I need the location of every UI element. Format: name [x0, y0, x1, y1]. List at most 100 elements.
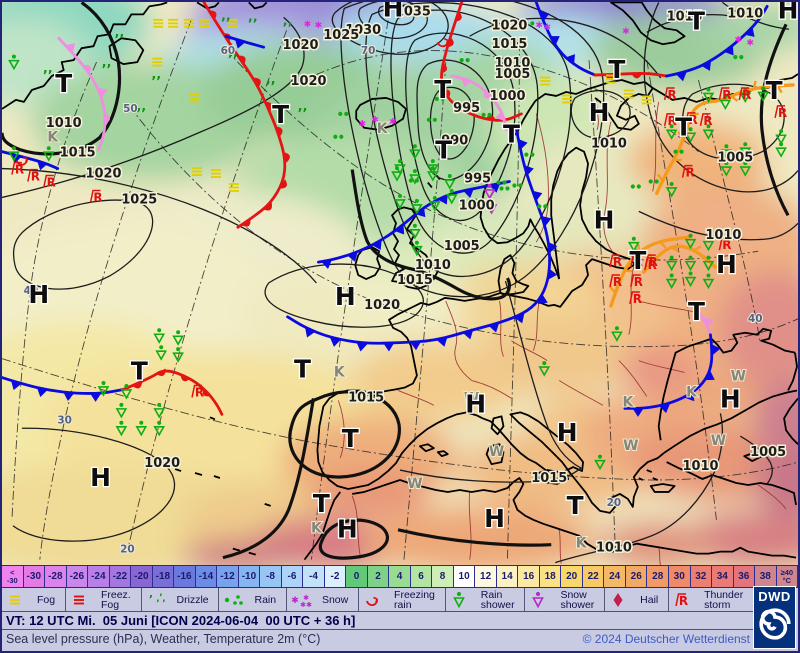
cold-front	[623, 333, 714, 410]
dwd-logo-text: DWD	[758, 589, 791, 604]
svg-text:1015: 1015	[667, 9, 703, 24]
symbol-legend: Fog Freez. Fog’’’’ Drizzle Rain ✱ ✱ ✱ ✱ Snow Freez…	[2, 588, 755, 612]
svg-text:T: T	[313, 489, 330, 518]
svg-text:T: T	[688, 6, 705, 35]
thunderstorm-icon: R	[629, 291, 642, 306]
svg-text:H: H	[716, 250, 737, 279]
svg-text:H: H	[589, 98, 610, 127]
rain-shower-icon	[115, 402, 128, 419]
weather-map: ’’’’’’’’’’ ’’’’’’’’’’’’’’✱ ✱✱ ✱ ✱✱ ✱✱ ✱✱R R RRRR…	[2, 2, 798, 565]
rain-shower-icon	[8, 146, 20, 162]
temperature-scale: < -30 -30 -28 -26 -24 -22 -20 -18 -16 -14 -12 -10 -8-…	[2, 566, 798, 588]
fog-icon	[152, 57, 163, 67]
svg-text:R: R	[778, 106, 787, 120]
rain-shower-icon	[611, 326, 623, 342]
copyright: © 2024 Deutscher Wetterdienst	[582, 632, 750, 646]
svg-text:R: R	[685, 166, 694, 180]
svg-text:’’: ’’	[266, 80, 276, 95]
svg-text:K: K	[622, 394, 634, 410]
scale-cell: 26	[625, 566, 648, 587]
cold-front	[286, 128, 551, 345]
rain-shower-icon	[443, 174, 456, 190]
svg-text:K: K	[686, 384, 698, 400]
svg-text:H: H	[337, 515, 358, 544]
svg-text:’’: ’’	[283, 21, 293, 36]
svg-text:1010: 1010	[596, 541, 632, 556]
rain-icon	[524, 152, 535, 157]
svg-text:1010: 1010	[683, 459, 719, 474]
svg-text:1010: 1010	[705, 228, 741, 243]
fog-icon	[10, 595, 20, 604]
svg-text:T: T	[434, 75, 451, 104]
rain-shower-icon	[155, 345, 168, 361]
svg-text:T: T	[55, 69, 72, 98]
svg-text:1010: 1010	[415, 258, 451, 273]
svg-text:T: T	[567, 491, 584, 520]
svg-text:T: T	[503, 120, 520, 149]
rain-shower-icon	[411, 198, 423, 215]
dwd-spiral-icon	[758, 608, 791, 640]
svg-text:T: T	[766, 76, 783, 105]
svg-text:’’: ’’	[102, 63, 112, 78]
svg-text:W: W	[623, 438, 638, 454]
drizzle-icon: ’’	[283, 21, 293, 36]
svg-text:60: 60	[221, 45, 236, 57]
thunderstorm-icon: R	[699, 113, 713, 128]
fog-icon	[605, 74, 616, 84]
thunderstorm-icon: R	[675, 592, 688, 608]
scale-cell: -28	[45, 566, 67, 587]
svg-text:R: R	[93, 190, 102, 204]
valid-time-line: VT: 12 UTC Mi. 05 Juni [ICON 2024-06-04 …	[2, 612, 754, 630]
drizzle-icon: ’’	[266, 80, 276, 95]
drizzle-icon: ’’	[114, 33, 124, 48]
scale-cell: -20	[131, 566, 153, 587]
fog-icon	[562, 94, 573, 104]
rain-shower-icon	[426, 159, 439, 175]
snow-icon: ✱	[735, 36, 743, 46]
rain-shower-icon	[684, 271, 697, 288]
weather-symbols: ’’’’’’’’’’ ’’’’’’’’’’’’’’✱ ✱✱ ✱ ✱✱ ✱✱ ✱✱R R RRRR…	[8, 16, 787, 471]
svg-text:H: H	[383, 2, 404, 22]
svg-text:995: 995	[453, 101, 480, 116]
scale-cell: -12	[217, 566, 239, 587]
rain-shower-icon	[411, 240, 423, 257]
svg-text:H: H	[594, 205, 615, 234]
svg-text:T: T	[629, 246, 646, 275]
svg-text:’’: ’’	[228, 53, 238, 68]
svg-text:1000: 1000	[489, 89, 525, 104]
rain-shower-icon	[757, 86, 770, 103]
svg-text:T: T	[435, 136, 452, 165]
svg-text:1010: 1010	[727, 6, 763, 21]
fog-icon	[168, 18, 179, 28]
drizzle-icon: ’’	[228, 53, 238, 68]
legend-label: Freez. Fog	[100, 588, 131, 611]
svg-text:1025: 1025	[121, 192, 157, 207]
freezing-rain-icon	[436, 37, 449, 48]
svg-text:1020: 1020	[283, 38, 319, 53]
thunderstorm-icon: R	[630, 274, 643, 289]
scale-cell: -16	[174, 566, 196, 587]
thunderstorm-icon: R	[43, 174, 56, 189]
scale-cell: 4	[389, 566, 411, 587]
svg-text:K: K	[47, 130, 59, 146]
rain-shower-icon	[452, 591, 465, 608]
rain-shower-icon	[394, 159, 406, 175]
legend-item-snow: ✱ ✱ ✱ ✱ Snow	[287, 588, 360, 611]
svg-text:’’: ’’	[114, 33, 124, 48]
drizzle-icon: ’’	[47, 137, 57, 152]
scale-cell: 38	[755, 566, 777, 587]
scale-cell: 30	[668, 566, 691, 587]
svg-text:W: W	[731, 369, 746, 385]
svg-text:✱: ✱	[303, 594, 309, 602]
svg-text:T: T	[131, 357, 148, 386]
fog-icon	[641, 95, 652, 105]
scale-cell: -30	[23, 566, 46, 587]
svg-text:1010: 1010	[591, 137, 627, 152]
freezing-rain-icon	[366, 596, 378, 606]
scale-cell: 18	[539, 566, 562, 587]
scale-cell: -26	[66, 566, 89, 587]
rain-shower-icon	[8, 54, 20, 71]
svg-text:’’: ’’	[221, 16, 231, 31]
legend-label: Snow shower	[560, 588, 595, 611]
